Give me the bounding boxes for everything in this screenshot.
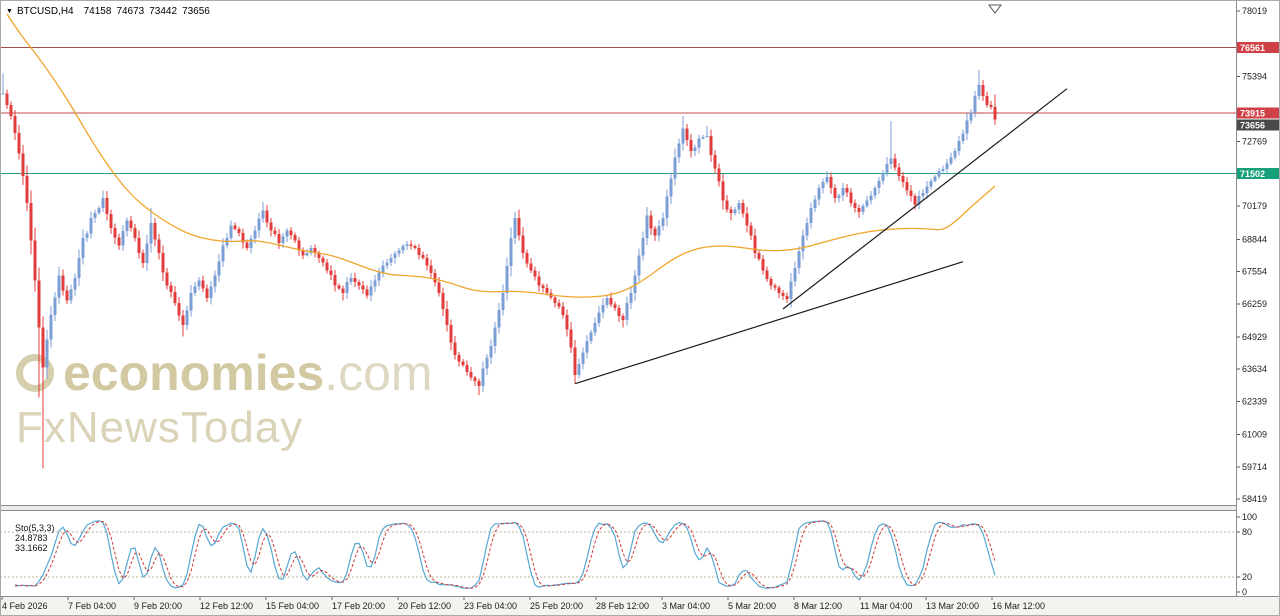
quote-high: 74673 xyxy=(116,6,145,17)
symbol-period-label: BTCUSD,H4 xyxy=(16,6,74,17)
time-axis-label: 17 Feb 20:00 xyxy=(332,601,385,611)
time-axis-label: 28 Feb 12:00 xyxy=(596,601,649,611)
price-tick-label: 59714 xyxy=(1242,462,1267,472)
time-axis-label: 16 Mar 12:00 xyxy=(992,601,1045,611)
pane-splitter[interactable] xyxy=(0,505,1280,511)
price-tick-label: 68844 xyxy=(1242,234,1267,244)
time-axis-label: 15 Feb 04:00 xyxy=(266,601,319,611)
time-axis-label: 13 Mar 20:00 xyxy=(926,601,979,611)
price-badge-label: 73656 xyxy=(1240,121,1265,131)
time-axis[interactable]: 4 Feb 2026 7 Feb 04:00 9 Feb 20:00 12 Feb 1… xyxy=(0,596,1280,616)
price-badge-label: 71502 xyxy=(1240,169,1265,179)
stochastic-label: Sto(5,3,3) 24.8783 33.1662 xyxy=(5,513,61,563)
price-tick-label: 62339 xyxy=(1242,396,1267,406)
price-badge-label: 73915 xyxy=(1240,109,1265,119)
price-tick-label: 75394 xyxy=(1242,71,1267,81)
time-axis-label: 8 Mar 12:00 xyxy=(794,601,842,611)
price-tick-label: 70179 xyxy=(1242,201,1267,211)
indicator-main-value: 24.8783 xyxy=(15,533,48,543)
time-axis-label: 4 Feb 2026 xyxy=(2,601,48,611)
quote-open: 74158 xyxy=(83,6,112,17)
price-tick-label: 64929 xyxy=(1242,332,1267,342)
price-tick-label: 72769 xyxy=(1242,137,1267,147)
price-axis[interactable]: 78019 75394 72769 70179 68844 67554 66259 64929… xyxy=(1236,0,1280,616)
price-tick-label: 66259 xyxy=(1242,299,1267,309)
stoch-tick-label: 100 xyxy=(1242,512,1257,522)
quote-low: 73442 xyxy=(149,6,178,17)
stoch-tick-label: 20 xyxy=(1242,572,1252,582)
chart-shift-marker-icon[interactable] xyxy=(988,4,1002,14)
price-badge-label: 76561 xyxy=(1240,43,1265,53)
time-axis-label: 12 Feb 12:00 xyxy=(200,601,253,611)
time-axis-label: 5 Mar 20:00 xyxy=(728,601,776,611)
stoch-tick-label: 0 xyxy=(1242,587,1247,597)
trendlines-layer[interactable] xyxy=(574,88,1068,385)
price-tick-label: 67554 xyxy=(1242,267,1267,277)
time-axis-label: 9 Feb 20:00 xyxy=(134,601,182,611)
time-axis-label: 3 Mar 04:00 xyxy=(662,601,710,611)
time-axis-label: 20 Feb 12:00 xyxy=(398,601,451,611)
indicator-signal-value: 33.1662 xyxy=(15,543,48,553)
price-tick-label: 78019 xyxy=(1242,6,1267,16)
time-axis-label: 7 Feb 04:00 xyxy=(68,601,116,611)
stoch-tick-label: 80 xyxy=(1242,527,1252,537)
price-levels-layer xyxy=(0,46,1236,174)
price-tick-label: 63634 xyxy=(1242,364,1267,374)
time-axis-label: 25 Feb 20:00 xyxy=(530,601,583,611)
moving-average-line xyxy=(6,13,996,298)
quote-bar: ▼ BTCUSD,H4 74158 74673 73442 73656 xyxy=(6,6,215,17)
price-tick-label: 58419 xyxy=(1242,494,1267,504)
stochastic-layer xyxy=(0,520,1236,590)
indicator-name: Sto(5,3,3) xyxy=(15,523,55,533)
time-axis-label: 11 Mar 04:00 xyxy=(860,601,912,611)
price-tick-label: 61009 xyxy=(1242,430,1267,440)
quote-close: 73656 xyxy=(182,6,210,17)
symbol-dropdown-icon[interactable]: ▼ xyxy=(6,8,13,15)
candles-layer xyxy=(1,70,997,469)
time-axis-label: 23 Feb 04:00 xyxy=(464,601,517,611)
